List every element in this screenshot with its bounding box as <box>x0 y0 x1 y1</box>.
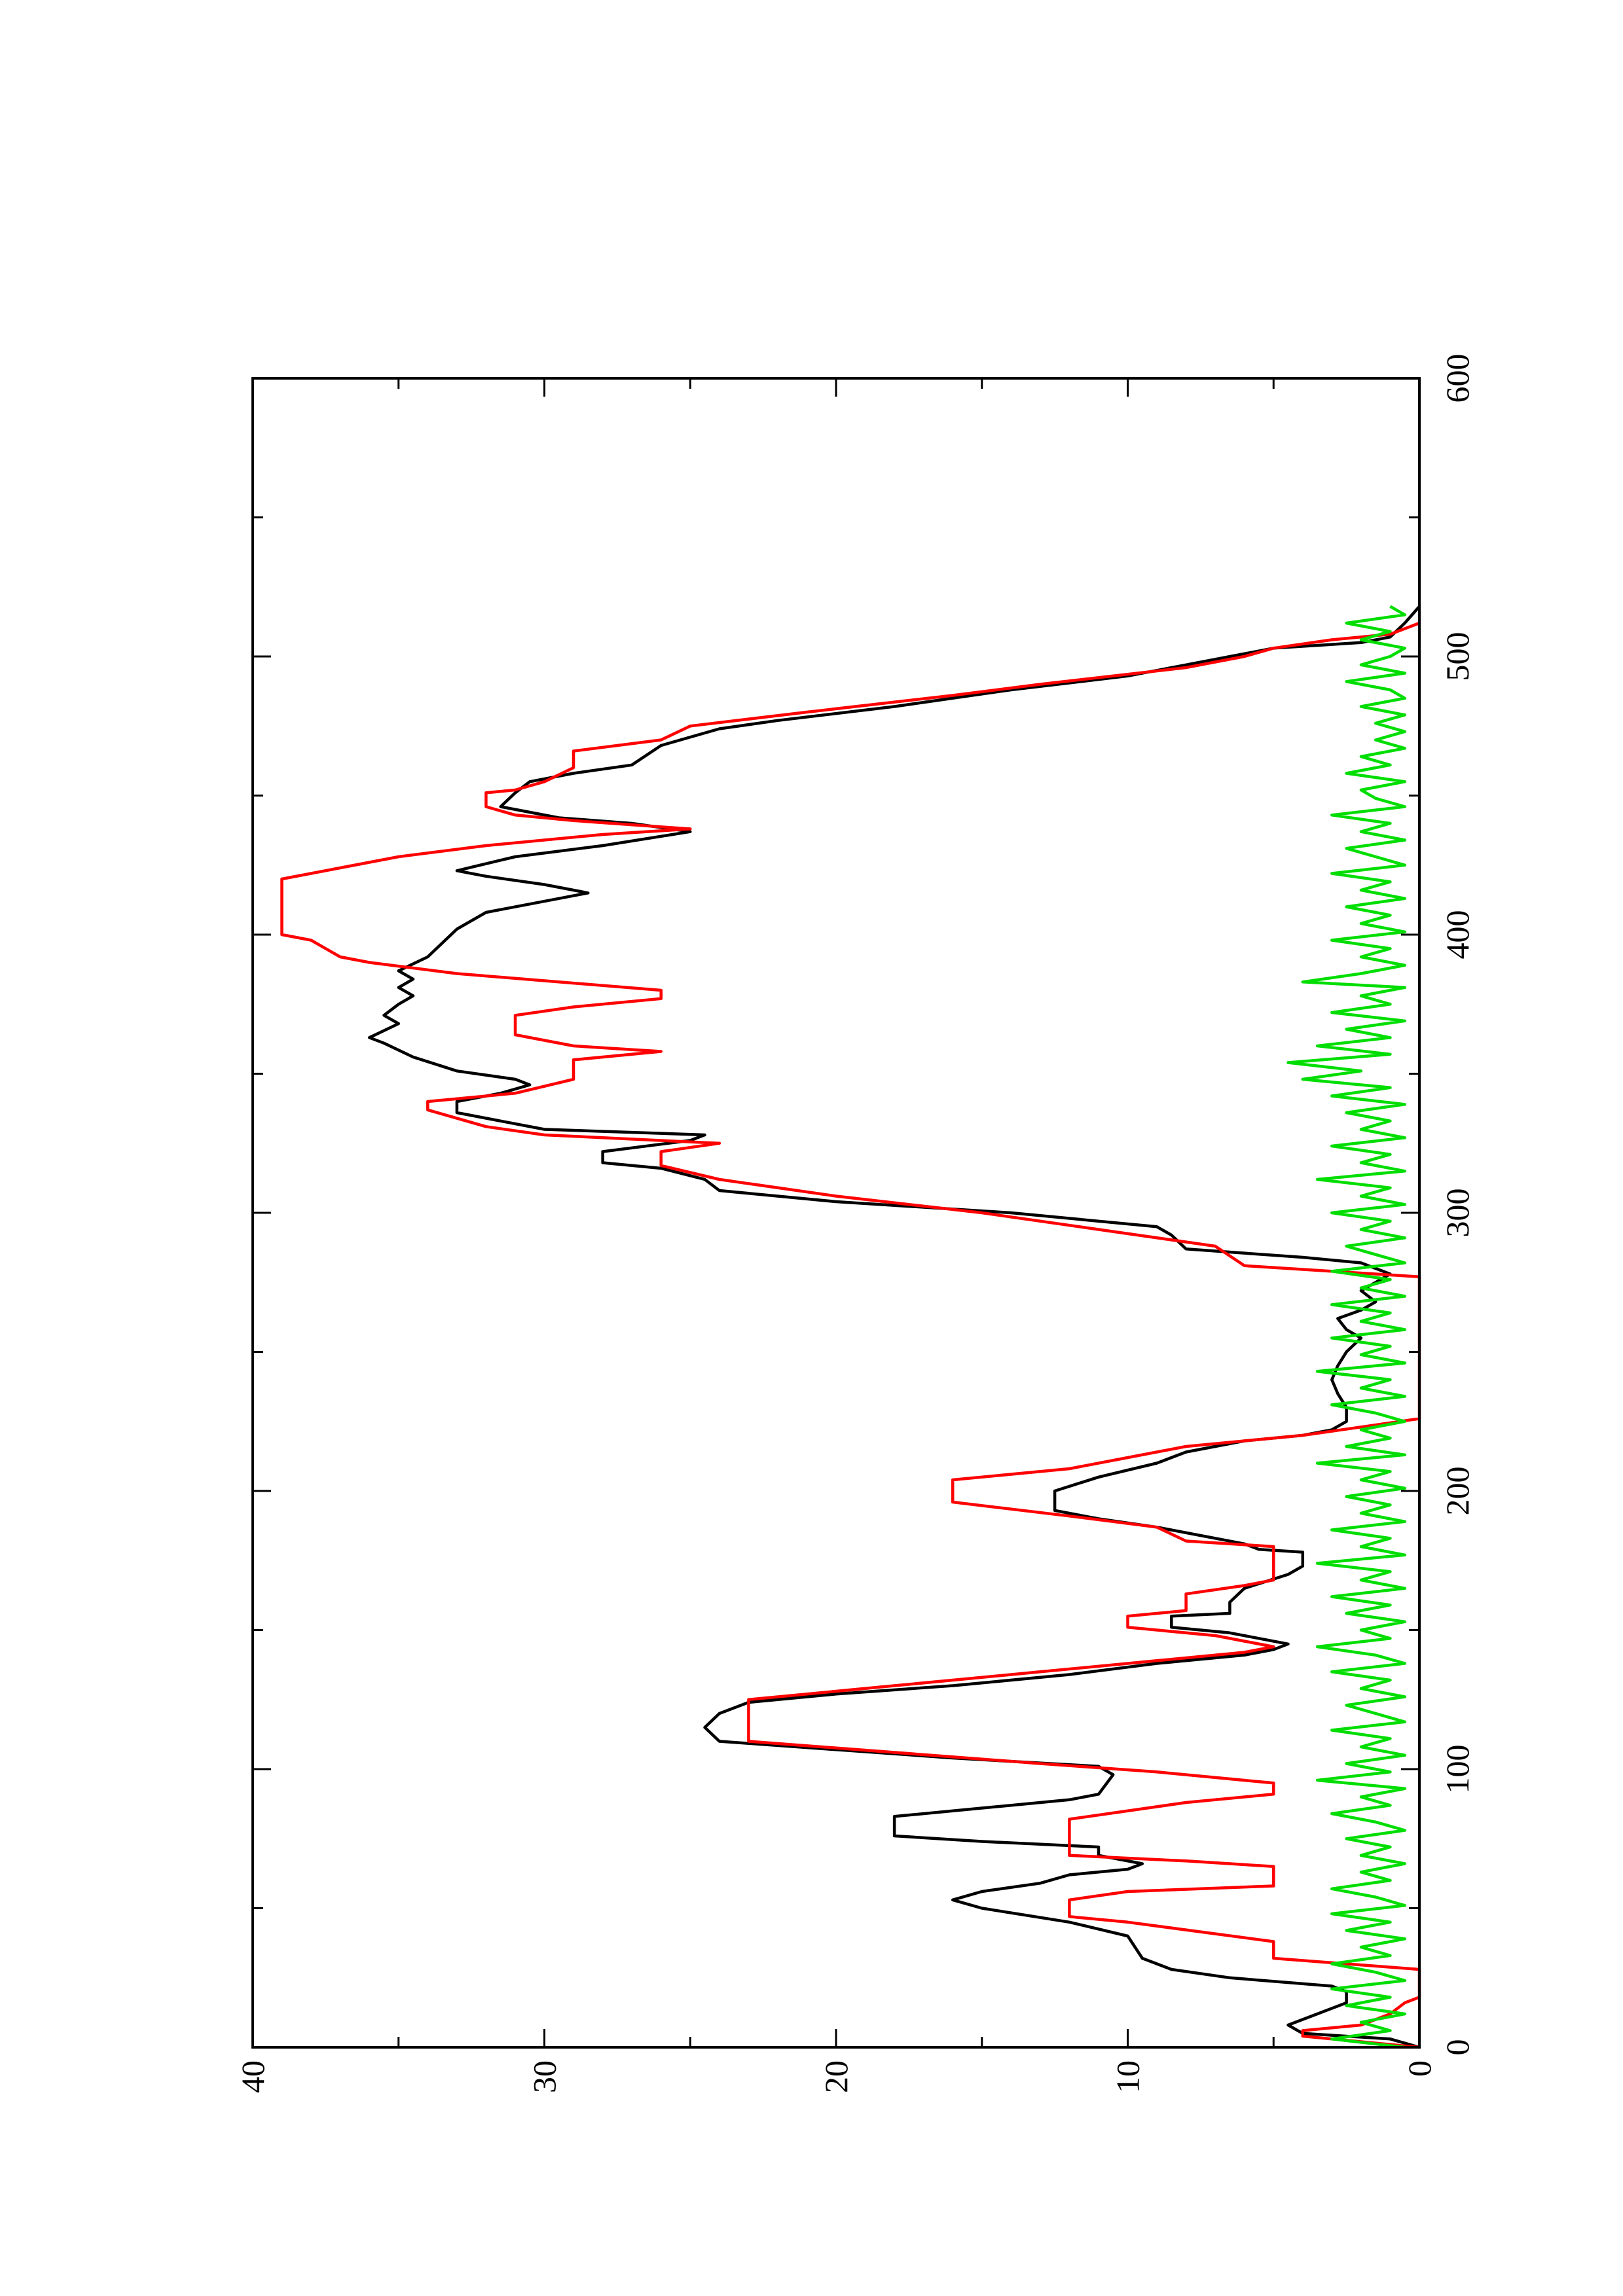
x-tick-label: 100 <box>1439 1745 1476 1794</box>
ticks-layer <box>251 377 1421 2049</box>
y-tick-label: 40 <box>234 2060 271 2093</box>
x-tick-label: 0 <box>1439 2039 1476 2056</box>
x-tick-label: 500 <box>1439 632 1476 681</box>
series-line-2 <box>280 621 1421 2049</box>
y-tick-label: 10 <box>1110 2060 1146 2093</box>
x-tick-label: 600 <box>1439 354 1476 403</box>
x-tick-label: 300 <box>1439 1189 1476 1238</box>
y-tick-label: 30 <box>526 2060 563 2093</box>
tick-labels-layer: 0 100 200 300 400 500 600 0 10 20 30 40 <box>234 354 1476 2094</box>
y-tick-label: 20 <box>818 2060 854 2093</box>
x-tick-label: 400 <box>1439 910 1476 960</box>
y-tick-label: 0 <box>1401 2060 1438 2077</box>
x-tick-label: 200 <box>1439 1467 1476 1516</box>
series-layer <box>280 605 1421 2049</box>
series-line-1 <box>367 605 1421 2049</box>
series-line-3 <box>1286 605 1406 2049</box>
